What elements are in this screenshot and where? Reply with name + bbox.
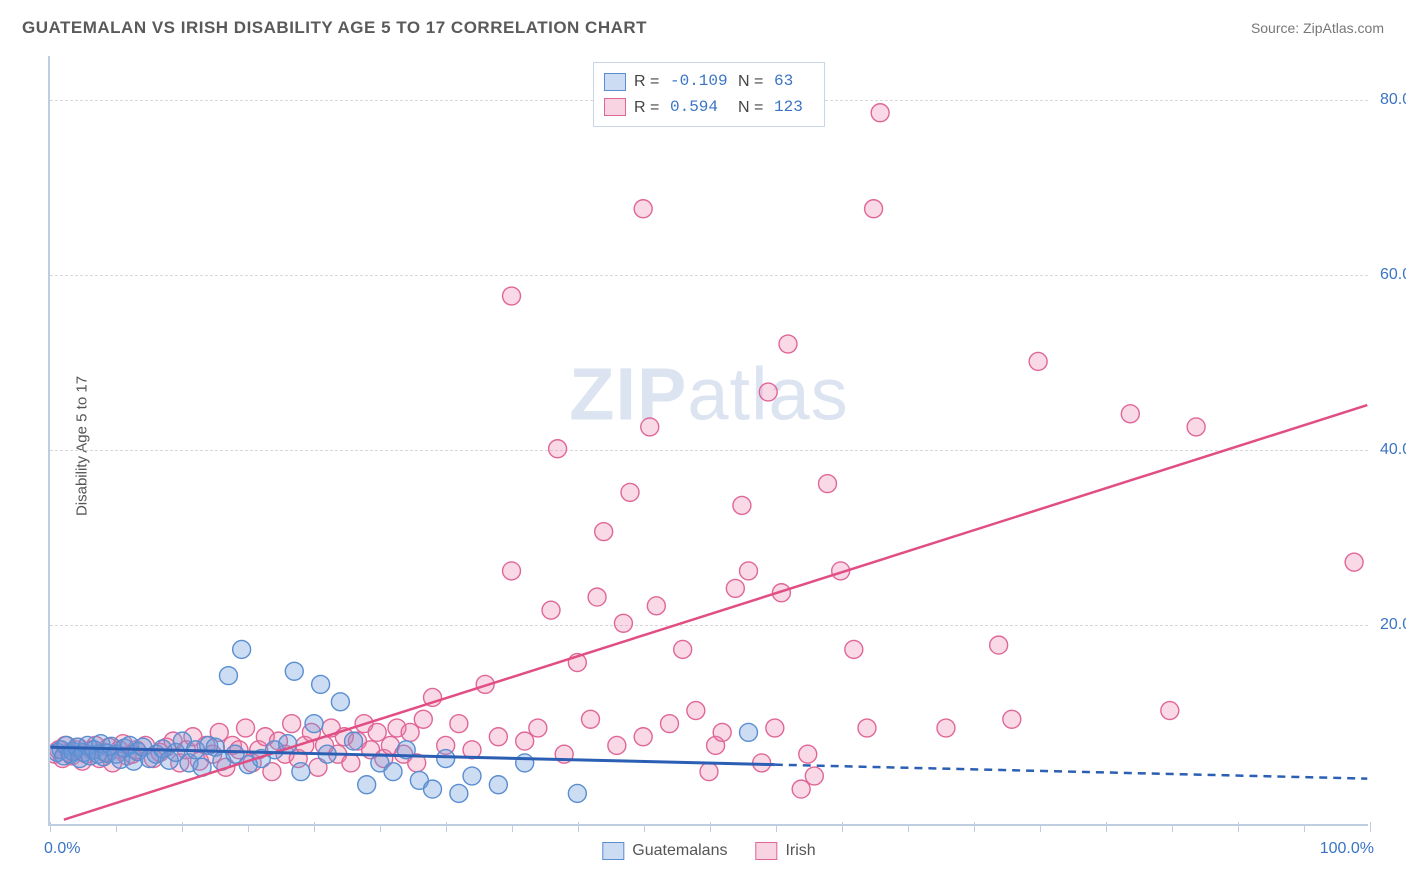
x-tick-major: [1370, 822, 1371, 832]
plot-area: ZIPatlas R = -0.109 N = 63 R = 0.594 N =…: [48, 56, 1368, 826]
legend-item-irish: Irish: [755, 842, 815, 860]
source-attribution: Source: ZipAtlas.com: [1251, 20, 1384, 36]
swatch-pink-icon: [604, 98, 626, 116]
chart-title: GUATEMALAN VS IRISH DISABILITY AGE 5 TO …: [22, 18, 647, 38]
trendline-guatemalan-dashed: [775, 765, 1367, 779]
swatch-blue-icon: [604, 73, 626, 91]
y-tick-label: 20.0%: [1372, 616, 1406, 634]
trend-lines-layer: [50, 56, 1368, 824]
x-tick-minor: [776, 826, 777, 832]
swatch-pink-icon: [755, 842, 777, 860]
x-tick-minor: [908, 826, 909, 832]
x-tick-minor: [644, 826, 645, 832]
x-axis-min-label: 0.0%: [44, 840, 80, 858]
x-tick-minor: [116, 826, 117, 832]
y-tick-label: 60.0%: [1372, 266, 1406, 284]
trendline-guatemalan-solid: [51, 747, 775, 764]
y-tick-label: 40.0%: [1372, 441, 1406, 459]
trendline-irish: [64, 405, 1367, 820]
stats-legend-box: R = -0.109 N = 63 R = 0.594 N = 123: [593, 62, 825, 127]
legend-row-guatemalan: R = -0.109 N = 63: [604, 69, 808, 95]
series-legend: Guatemalans Irish: [602, 842, 815, 860]
swatch-blue-icon: [602, 842, 624, 860]
x-axis-max-label: 100.0%: [1320, 840, 1374, 858]
x-tick-minor: [512, 826, 513, 832]
x-tick-minor: [248, 826, 249, 832]
x-tick-minor: [1304, 826, 1305, 832]
legend-item-guatemalans: Guatemalans: [602, 842, 727, 860]
x-tick-minor: [380, 826, 381, 832]
legend-row-irish: R = 0.594 N = 123: [604, 95, 808, 121]
y-tick-label: 80.0%: [1372, 91, 1406, 109]
x-tick-minor: [1040, 826, 1041, 832]
x-tick-minor: [1172, 826, 1173, 832]
